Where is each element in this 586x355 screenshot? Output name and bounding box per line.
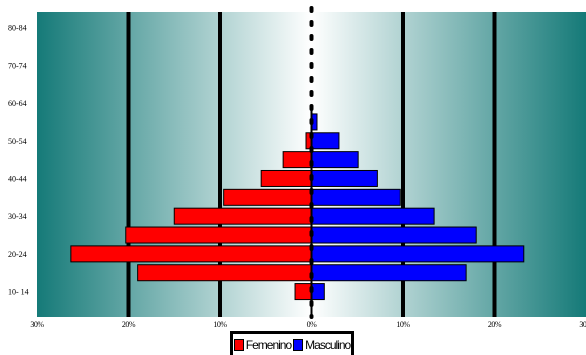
legend-item-masculino: Masculino <box>293 337 351 352</box>
bar-femenino-30-34 <box>173 207 312 225</box>
bar-masculino-30-34 <box>311 207 435 225</box>
bar-masculino-20-24 <box>311 245 525 263</box>
y-tick-label: 30-34 <box>8 212 27 221</box>
bar-masculino-25-29 <box>311 226 477 244</box>
x-tick-label: 30% <box>579 320 586 329</box>
y-tick-label: 10- 14 <box>8 288 29 297</box>
x-tick-label: 0% <box>307 320 318 329</box>
bar-femenino-35-39 <box>223 188 312 206</box>
bar-masculino-45-49 <box>311 151 359 169</box>
bar-femenino-20-24 <box>70 245 313 263</box>
legend-label-femenino: Femenino <box>245 337 292 352</box>
y-tick-label: 70-74 <box>8 61 27 70</box>
bar-masculino-10-14 <box>311 283 325 301</box>
y-tick-label: 80-84 <box>8 24 27 33</box>
x-tick-label: 30% <box>30 320 44 329</box>
y-tick-label: 20-24 <box>8 250 27 259</box>
x-tick-label: 10% <box>213 320 227 329</box>
bar-femenino-15-19 <box>137 264 312 282</box>
bar-femenino-25-29 <box>125 226 312 244</box>
legend-label-masculino: Masculino <box>305 337 351 352</box>
x-tick-label: 20% <box>122 320 136 329</box>
bar-femenino-10-14 <box>294 283 312 301</box>
bar-masculino-15-19 <box>311 264 467 282</box>
bar-femenino-40-44 <box>260 169 312 187</box>
y-tick-label: 60-64 <box>8 99 27 108</box>
legend-swatch-masculino <box>293 338 304 351</box>
y-tick-label: 40-44 <box>8 174 27 183</box>
bar-masculino-50-54 <box>311 132 340 150</box>
bar-masculino-35-39 <box>311 188 401 206</box>
y-tick-label: 50-54 <box>8 137 27 146</box>
chart-legend: Femenino Masculino <box>230 331 354 355</box>
x-tick-label: 10% <box>396 320 410 329</box>
x-tick-label: 20% <box>488 320 502 329</box>
legend-item-femenino: Femenino <box>233 337 292 352</box>
bar-masculino-40-44 <box>311 169 378 187</box>
legend-swatch-femenino <box>233 338 244 351</box>
bar-femenino-45-49 <box>282 151 313 169</box>
